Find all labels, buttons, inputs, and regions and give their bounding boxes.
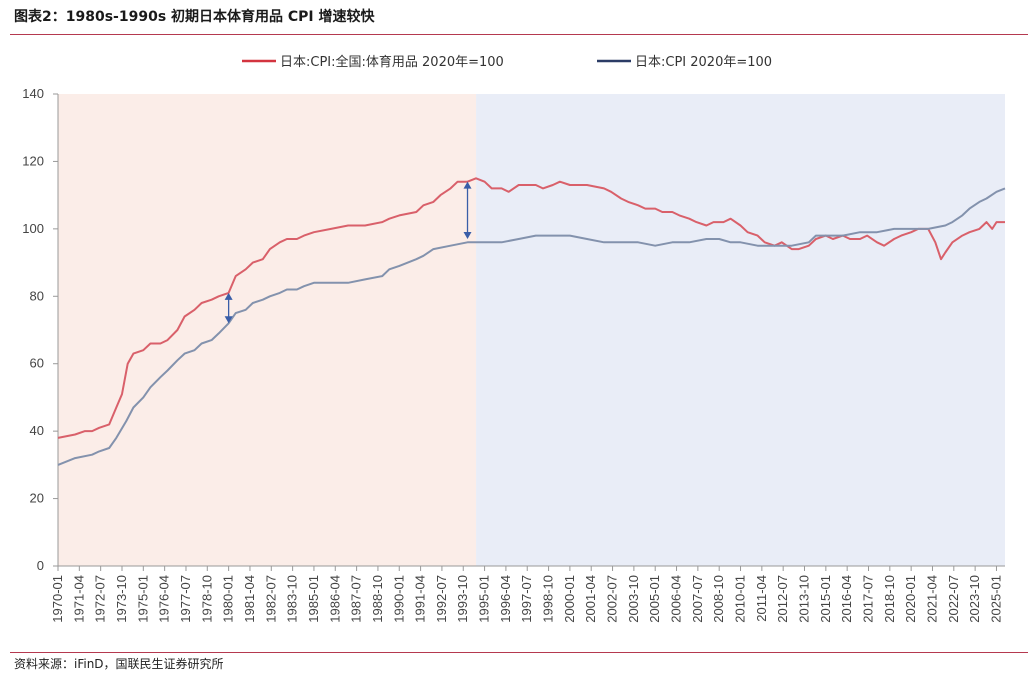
x-tick-label: 2020-01 bbox=[903, 575, 918, 623]
x-tick-label: 2016-04 bbox=[839, 575, 854, 623]
source-note: 资料来源：iFinD，国联民生证券研究所 bbox=[14, 657, 224, 671]
x-tick-label: 1981-04 bbox=[242, 575, 257, 623]
shaded-region-2 bbox=[476, 94, 1005, 566]
x-tick-label: 2025-01 bbox=[988, 575, 1003, 623]
arrow-head-up bbox=[224, 292, 233, 300]
x-tick-label: 2017-07 bbox=[860, 575, 875, 623]
arrow-head-down bbox=[224, 316, 233, 324]
arrow-head-up bbox=[463, 181, 472, 189]
double-arrow-1 bbox=[224, 292, 233, 324]
x-tick-label: 1996-04 bbox=[498, 575, 513, 623]
x-tick-label: 1973-10 bbox=[114, 575, 129, 623]
x-tick-label: 1980-01 bbox=[221, 575, 236, 623]
legend-label: 日本:CPI 2020年=100 bbox=[635, 55, 772, 70]
y-tick-label: 20 bbox=[30, 491, 44, 506]
annotations bbox=[224, 181, 472, 324]
x-tick-label: 1997-07 bbox=[519, 575, 534, 623]
y-tick-label: 120 bbox=[22, 153, 44, 168]
double-arrow-2 bbox=[463, 181, 472, 239]
shaded-regions bbox=[58, 94, 1005, 566]
x-tick-label: 1975-01 bbox=[135, 575, 150, 623]
legend-label: 日本:CPI:全国:体育用品 2020年=100 bbox=[280, 54, 504, 70]
top-rule bbox=[10, 34, 1028, 35]
x-tick-label: 1986-04 bbox=[327, 575, 342, 623]
x-tick-label: 1971-04 bbox=[71, 575, 86, 623]
x-tick-label: 1998-10 bbox=[541, 575, 556, 623]
series-lines bbox=[57, 177, 1006, 466]
x-tick-label: 1995-01 bbox=[477, 575, 492, 623]
x-tick-label: 2022-07 bbox=[946, 575, 961, 623]
x-tick-label: 2021-04 bbox=[924, 575, 939, 623]
x-tick-label: 2018-10 bbox=[882, 575, 897, 623]
x-tick-label: 1990-01 bbox=[391, 575, 406, 623]
bottom-rule bbox=[10, 652, 1028, 653]
legend: 日本:CPI:全国:体育用品 2020年=100 日本:CPI 2020年=100 bbox=[242, 54, 772, 70]
x-tick-label: 1985-01 bbox=[306, 575, 321, 623]
figure-title: 图表2：1980s-1990s 初期日本体育用品 CPI 增速较快 bbox=[14, 9, 375, 25]
x-tick-label: 2001-04 bbox=[583, 575, 598, 623]
x-tick-label: 2010-01 bbox=[733, 575, 748, 623]
y-tick-label: 140 bbox=[22, 86, 44, 101]
line-chart: 日本:CPI:全国:体育用品 2020年=100 日本:CPI 2020年=100… bbox=[22, 54, 1006, 623]
x-tick-label: 2012-07 bbox=[775, 575, 790, 623]
x-tick-label: 1992-07 bbox=[434, 575, 449, 623]
x-tick-label: 1983-10 bbox=[285, 575, 300, 623]
x-tick-label: 2007-07 bbox=[690, 575, 705, 623]
y-tick-label: 40 bbox=[30, 423, 44, 438]
x-tick-label: 2006-04 bbox=[669, 575, 684, 623]
y-tick-label: 0 bbox=[37, 558, 44, 573]
x-tick-label: 1970-01 bbox=[50, 575, 65, 623]
y-tick-label: 80 bbox=[30, 288, 44, 303]
shaded-region-1 bbox=[58, 94, 477, 566]
x-tick-label: 2008-10 bbox=[711, 575, 726, 623]
x-tick-label: 2023-10 bbox=[967, 575, 982, 623]
x-tick-label: 1982-07 bbox=[263, 575, 278, 623]
x-tick-label: 2005-01 bbox=[647, 575, 662, 623]
x-tick-label: 2013-10 bbox=[797, 575, 812, 623]
x-tick-label: 1978-10 bbox=[199, 575, 214, 623]
series-line-sports-goods-cpi bbox=[57, 177, 1005, 439]
x-tick-label: 1993-10 bbox=[455, 575, 470, 623]
x-tick-label: 1977-07 bbox=[178, 575, 193, 623]
x-tick-label: 1991-04 bbox=[413, 575, 428, 623]
x-tick-label: 1976-04 bbox=[157, 575, 172, 623]
x-tick-label: 2000-01 bbox=[562, 575, 577, 623]
y-tick-label: 100 bbox=[22, 221, 44, 236]
x-tick-label: 2011-04 bbox=[754, 575, 769, 622]
x-tick-label: 1972-07 bbox=[93, 575, 108, 623]
x-tick-label: 2015-01 bbox=[818, 575, 833, 623]
x-tick-label: 2002-07 bbox=[605, 575, 620, 623]
y-tick-label: 60 bbox=[30, 356, 44, 371]
x-tick-label: 2003-10 bbox=[626, 575, 641, 623]
x-tick-label: 1987-07 bbox=[349, 575, 364, 623]
axes: 0 20 40 60 80 100 120 140 1970-01 1971-04 1972-07 1… bbox=[22, 86, 1005, 623]
arrow-head-down bbox=[463, 231, 472, 239]
x-tick-label: 1988-10 bbox=[370, 575, 385, 623]
series-line-overall-cpi bbox=[57, 187, 1006, 466]
